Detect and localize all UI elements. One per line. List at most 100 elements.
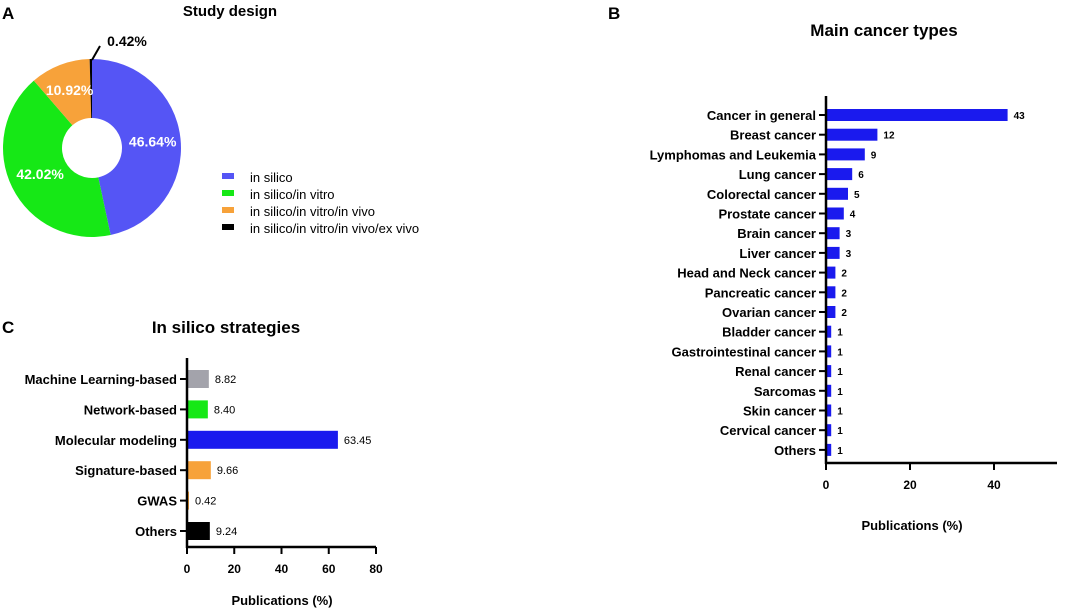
panel-label-c: C xyxy=(2,318,14,337)
cancer-value-prostate-cancer: 4 xyxy=(850,210,856,221)
cancer-value-lymphomas-and-leukemia: 9 xyxy=(871,150,877,161)
in-silico-strategies-title: In silico strategies xyxy=(152,318,300,337)
in-silico-strategies-chart: In silico strategies Machine Learning-ba… xyxy=(25,318,383,608)
cancer-value-breast-cancer: 12 xyxy=(883,131,895,142)
cancer-bar-sarcomas xyxy=(827,384,832,397)
cancer-category-breast-cancer: Breast cancer xyxy=(730,128,816,143)
cancer-bar-renal-cancer xyxy=(827,365,832,378)
study-design-chart: Study design 46.64% 42.02% 10.92% 0.42% in … xyxy=(2,3,419,238)
cancer-category-head-and-neck-cancer: Head and Neck cancer xyxy=(677,266,816,281)
strategy-xtick-label-20: 20 xyxy=(228,562,242,576)
cancer-bar-liver-cancer xyxy=(827,246,840,259)
strategy-xtick-label-0: 0 xyxy=(184,562,191,576)
cancer-category-cancer-in-general: Cancer in general xyxy=(707,108,816,123)
cancer-value-sarcomas: 1 xyxy=(837,387,843,398)
main-cancer-types-title: Main cancer types xyxy=(810,21,957,40)
pie-label-in-silico-in-vitro-in-vivo: 10.92% xyxy=(46,82,94,98)
pie-slice-in-silico-in-vitro xyxy=(2,80,111,238)
cancer-value-cervical-cancer: 1 xyxy=(837,426,843,437)
cancer-bar-lung-cancer xyxy=(827,168,853,181)
cancer-value-others: 1 xyxy=(837,446,843,457)
main-cancer-types-chart: Main cancer types Cancer in general Breas… xyxy=(650,21,1057,533)
strategy-value-gwas: 0.42 xyxy=(195,496,216,508)
cancer-bar-others xyxy=(827,443,832,456)
cancer-category-prostate-cancer: Prostate cancer xyxy=(718,207,816,222)
cancer-category-bladder-cancer: Bladder cancer xyxy=(722,325,816,340)
pie-slice-in-silico-in-vitro-in-vivo xyxy=(33,59,92,126)
strategy-category-signature-based: Signature-based xyxy=(75,463,177,478)
cancer-bar-colorectal-cancer xyxy=(827,187,848,200)
cancer-bar-bladder-cancer xyxy=(827,325,832,338)
pie-label-in-silico: 46.64% xyxy=(129,134,177,150)
strategy-bar-molecular-modeling xyxy=(188,430,338,449)
cancer-value-colorectal-cancer: 5 xyxy=(854,190,860,201)
cancer-category-sarcomas: Sarcomas xyxy=(754,384,816,399)
legend-swatch-in-silico-in-vitro xyxy=(222,190,234,196)
cancer-bar-skin-cancer xyxy=(827,404,832,417)
cancer-value-brain-cancer: 3 xyxy=(846,229,852,240)
cancer-bar-cervical-cancer xyxy=(827,424,832,437)
cancer-value-bladder-cancer: 1 xyxy=(837,328,843,339)
cancer-value-gastrointestinal-cancer: 1 xyxy=(837,347,843,358)
legend-label-in-silico-in-vitro-in-vivo-ex-vivo: in silico/in vitro/in vivo/ex vivo xyxy=(250,221,419,236)
cancer-value-pancreatic-cancer: 2 xyxy=(841,288,847,299)
strategy-bar-signature-based xyxy=(188,461,211,480)
cancer-value-renal-cancer: 1 xyxy=(837,367,843,378)
strategy-xtick-label-80: 80 xyxy=(369,562,383,576)
strategy-bar-network-based xyxy=(188,400,208,419)
in-silico-strategies-xlabel: Publications (%) xyxy=(231,593,332,608)
strategy-bar-machine-learning-based xyxy=(188,370,209,388)
legend-label-in-silico: in silico xyxy=(250,170,293,185)
cancer-bar-ovarian-cancer xyxy=(827,306,836,318)
study-design-title: Study design xyxy=(183,3,277,20)
cancer-category-lymphomas-and-leukemia: Lymphomas and Leukemia xyxy=(650,147,817,162)
legend-label-in-silico-in-vitro: in silico/in vitro xyxy=(250,187,335,202)
cancer-bar-prostate-cancer xyxy=(827,207,844,220)
cancer-value-head-and-neck-cancer: 2 xyxy=(841,269,847,280)
cancer-bar-brain-cancer xyxy=(827,227,840,240)
strategy-bar-gwas xyxy=(188,491,189,510)
cancer-category-lung-cancer: Lung cancer xyxy=(739,167,816,182)
cancer-category-others: Others xyxy=(774,443,816,458)
strategy-category-machine-learning-based: Machine Learning-based xyxy=(25,372,177,387)
strategy-value-network-based: 8.40 xyxy=(214,404,235,416)
legend-swatch-in-silico-in-vitro-in-vivo-ex-vivo xyxy=(222,224,234,230)
cancer-value-lung-cancer: 6 xyxy=(858,170,864,181)
cancer-bar-gastrointestinal-cancer xyxy=(827,345,832,358)
strategy-xtick-label-60: 60 xyxy=(322,562,336,576)
cancer-category-renal-cancer: Renal cancer xyxy=(735,364,816,379)
cancer-value-ovarian-cancer: 2 xyxy=(841,308,847,319)
pie-slice-in-silico xyxy=(92,59,182,236)
cancer-category-colorectal-cancer: Colorectal cancer xyxy=(707,187,816,202)
cancer-bar-breast-cancer xyxy=(827,128,878,141)
strategy-value-signature-based: 9.66 xyxy=(217,465,238,477)
cancer-xtick-label-40: 40 xyxy=(987,478,1001,492)
pie-label-in-silico-in-vitro-in-vivo-ex-vivo: 0.42% xyxy=(107,33,147,49)
cancer-bar-head-and-neck-cancer xyxy=(827,266,836,279)
cancer-category-cervical-cancer: Cervical cancer xyxy=(720,423,816,438)
main-cancer-types-xlabel: Publications (%) xyxy=(861,518,962,533)
cancer-bar-cancer-in-general xyxy=(827,109,1008,121)
cancer-category-brain-cancer: Brain cancer xyxy=(737,226,816,241)
strategy-xtick-label-40: 40 xyxy=(275,562,289,576)
panel-label-a: A xyxy=(2,4,14,23)
strategy-value-machine-learning-based: 8.82 xyxy=(215,374,236,386)
small-slice-leader-line xyxy=(91,45,101,61)
cancer-category-gastrointestinal-cancer: Gastrointestinal cancer xyxy=(672,344,817,359)
strategy-value-others: 9.24 xyxy=(216,526,237,538)
strategy-bar-others xyxy=(188,522,210,540)
panel-label-b: B xyxy=(608,4,620,23)
strategy-category-network-based: Network-based xyxy=(84,402,177,417)
cancer-value-cancer-in-general: 43 xyxy=(1014,111,1026,122)
strategy-category-molecular-modeling: Molecular modeling xyxy=(55,433,177,448)
cancer-value-liver-cancer: 3 xyxy=(846,249,852,260)
legend-swatch-in-silico-in-vitro-in-vivo xyxy=(222,207,234,213)
strategy-value-molecular-modeling: 63.45 xyxy=(344,435,372,447)
cancer-category-liver-cancer: Liver cancer xyxy=(739,246,816,261)
legend-swatch-in-silico xyxy=(222,173,234,179)
pie-label-in-silico-in-vitro: 42.02% xyxy=(16,166,64,182)
cancer-xtick-label-20: 20 xyxy=(903,478,917,492)
pie-slice-in-silico-in-vitro-in-vivo-ex-vivo xyxy=(89,59,92,119)
cancer-category-skin-cancer: Skin cancer xyxy=(743,404,816,419)
